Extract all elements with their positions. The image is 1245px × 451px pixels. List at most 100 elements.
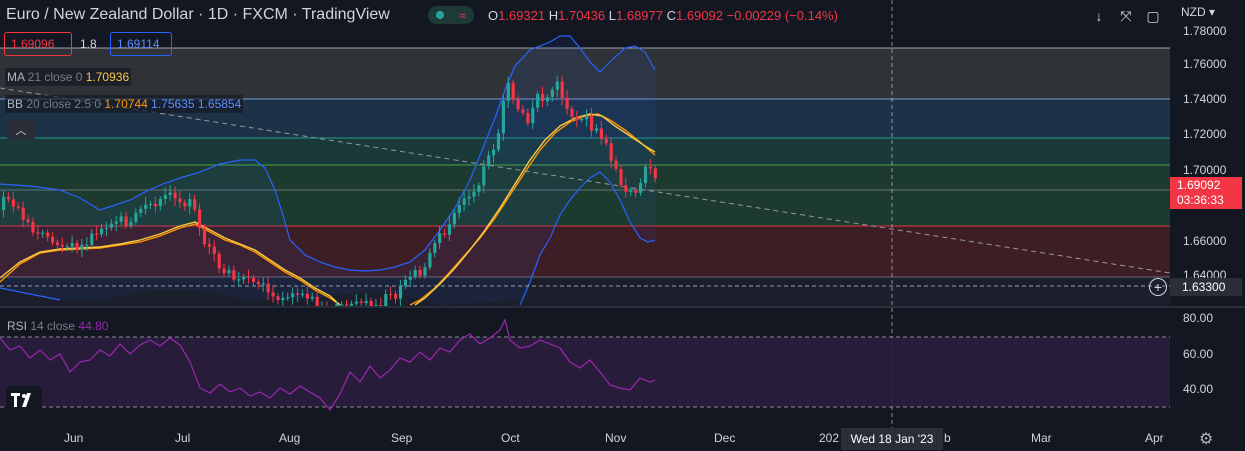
candle-body: [100, 228, 104, 235]
tv-logo-icon: [11, 393, 31, 407]
candle-body: [296, 293, 300, 295]
candle-body: [565, 97, 569, 109]
ma-legend[interactable]: MA 21 close 0 1.70936: [5, 68, 132, 86]
bar-countdown: 03:36:33: [1177, 193, 1224, 207]
candle-body: [384, 293, 388, 306]
candle-body: [134, 212, 138, 222]
candle-body: [36, 232, 40, 234]
candle-body: [349, 303, 354, 306]
candle-body: [173, 192, 177, 199]
sell-button[interactable]: 1.69096: [4, 32, 72, 56]
price-tick: 1.70000: [1183, 163, 1227, 177]
bb-basis-line: [0, 113, 656, 306]
candle-body: [315, 296, 319, 306]
time-tick: Dec: [714, 431, 736, 445]
price-tick: 1.76000: [1183, 57, 1227, 71]
candle-body: [202, 228, 207, 245]
candle-body: [104, 227, 109, 229]
tradingview-logo[interactable]: [6, 386, 42, 414]
fullscreen-icon[interactable]: ⤧: [1120, 7, 1132, 24]
zone-band-red: [0, 226, 1170, 277]
candle-body: [560, 81, 564, 98]
candle-body: [119, 216, 123, 222]
candle-body: [158, 199, 162, 207]
ohlc-readout: O1.69321 H1.70436 L1.68977 C1.69092 −0.0…: [488, 8, 838, 23]
gear-icon[interactable]: ⚙: [1199, 431, 1214, 448]
candle-body: [487, 155, 491, 167]
rsi-tick: 60.00: [1183, 347, 1214, 361]
candle-body: [144, 204, 148, 209]
candle-body: [46, 232, 50, 237]
candle-body: [374, 305, 378, 307]
candle-body: [198, 209, 202, 229]
rsi-params: 14 close: [30, 319, 76, 333]
candle-body: [580, 119, 584, 121]
candle-body: [506, 82, 510, 101]
candle-body: [90, 233, 94, 245]
candle-body: [340, 304, 344, 306]
candle-body: [11, 199, 15, 207]
candle-body: [310, 296, 314, 299]
candle-body: [300, 293, 305, 296]
ma-value: 1.70936: [85, 70, 130, 84]
bb-upper-line: [0, 35, 656, 272]
bb-label: BB: [7, 97, 24, 111]
candle-body: [237, 279, 241, 281]
currency-selector[interactable]: NZD ▾: [1181, 5, 1215, 19]
candle-body: [457, 204, 461, 213]
candle-body: [369, 300, 373, 306]
time-tick: Oct: [501, 431, 520, 445]
price-tick: 1.72000: [1183, 127, 1227, 141]
add-alert-plus-icon[interactable]: +: [1149, 278, 1167, 296]
download-icon[interactable]: ↓: [1095, 8, 1103, 24]
candle-body: [163, 194, 167, 199]
candle-body: [462, 198, 466, 205]
data-delay-icon: ≈: [459, 7, 467, 23]
candle-body: [394, 293, 398, 299]
low-label: L: [608, 8, 616, 23]
candle-body: [153, 203, 158, 207]
symbol-title[interactable]: Euro / New Zealand Dollar · 1D · FXCM · …: [6, 6, 390, 23]
time-tick: Mar: [1031, 431, 1052, 445]
rsi-legend[interactable]: RSI 14 close 44.80: [5, 317, 111, 335]
candle-body: [335, 304, 339, 306]
candle-body: [609, 143, 613, 161]
candle-body: [247, 276, 251, 279]
rsi-value: 44.80: [78, 319, 109, 333]
bb-params: 20 close 2.5 0: [26, 97, 102, 111]
candle-body: [168, 192, 172, 195]
crosshair-date-label: Wed 18 Jan '23: [841, 428, 943, 450]
candle-body: [207, 244, 211, 247]
time-tick: Jun: [64, 431, 84, 445]
candle-body: [109, 223, 113, 228]
candle-body: [541, 93, 545, 102]
candle-body: [178, 198, 182, 203]
candle-body: [447, 224, 452, 235]
candle-body: [305, 293, 309, 299]
buy-button[interactable]: 1.69114: [110, 32, 172, 56]
candle-body: [482, 166, 486, 186]
candle-body: [124, 216, 128, 226]
ma-line: [0, 113, 656, 306]
price-tick: 1.74000: [1183, 92, 1227, 106]
candle-body: [624, 185, 628, 192]
candle-body: [266, 283, 270, 293]
candle-body: [31, 222, 35, 233]
candle-body: [114, 221, 118, 224]
market-open-dot-icon: [435, 11, 444, 19]
rsi-tick: 80.00: [1183, 311, 1214, 325]
bb-legend[interactable]: BB 20 close 2.5 0 1.70744 1.75635 1.6585…: [5, 95, 244, 113]
rsi-label: RSI: [7, 319, 28, 333]
ma-params: 21 close 0: [27, 70, 83, 84]
candle-body: [149, 203, 153, 206]
market-status-pill[interactable]: ≈: [428, 6, 474, 24]
time-tick: Nov: [605, 431, 627, 445]
collapse-legend-button[interactable]: ︿: [7, 120, 35, 140]
candle-body: [389, 293, 393, 296]
candle-body: [643, 166, 648, 183]
candle-body: [354, 301, 358, 304]
candle-body: [433, 243, 437, 253]
candle-body: [6, 196, 11, 200]
snapshot-icon[interactable]: ▢: [1146, 7, 1160, 24]
